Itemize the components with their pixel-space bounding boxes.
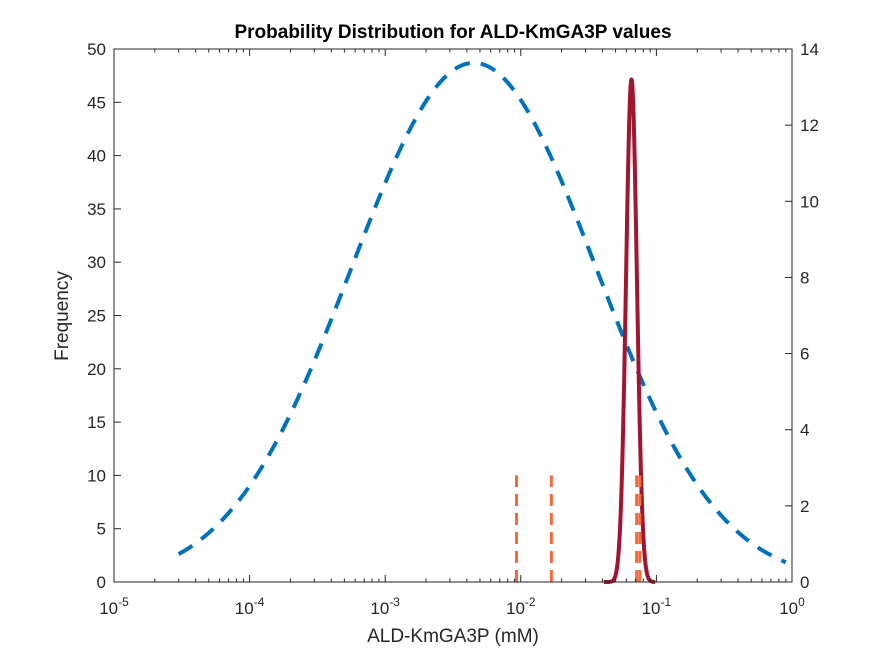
x-tick-label: 10-3: [370, 595, 400, 618]
dashed-distribution-curve: [177, 60, 787, 565]
solid-distribution-curve: [602, 77, 657, 584]
y-left-tick-label: 20: [87, 360, 106, 379]
x-tick-label: 10-4: [235, 595, 265, 618]
y-right-tick-label: 10: [800, 192, 819, 211]
plot-frame: [113, 48, 793, 583]
y-axis-right: 0 2 4 6 8 10 12 14: [785, 40, 819, 592]
y-left-tick-label: 15: [87, 413, 106, 432]
x-tick-label: 100: [779, 595, 805, 618]
y-right-tick-label: 4: [800, 421, 809, 440]
y-left-tick-label: 30: [87, 253, 106, 272]
y-right-tick-label: 12: [800, 116, 819, 135]
y-left-tick-label: 50: [87, 40, 106, 59]
plot-area: [177, 60, 787, 584]
y-left-tick-label: 10: [87, 466, 106, 485]
chart-title: Probability Distribution for ALD-KmGA3P …: [234, 22, 671, 43]
y-right-tick-label: 14: [800, 40, 819, 59]
y-left-tick-label: 35: [87, 200, 106, 219]
y-left-tick-label: 25: [87, 307, 106, 326]
y-left-tick-label: 40: [87, 147, 106, 166]
x-tick-label: 10-1: [642, 595, 672, 618]
y-right-tick-label: 0: [800, 573, 809, 592]
y-left-tick-label: 0: [97, 573, 106, 592]
x-axis: 10-5 10-4 10-3 10-2 10-1 100: [99, 49, 805, 618]
y-right-tick-label: 6: [800, 345, 809, 364]
y-right-tick-label: 2: [800, 497, 809, 516]
y-axis-left: 0 5 10 15 20 25 30 35 40 45 50: [87, 40, 121, 592]
y-left-tick-label: 45: [87, 93, 106, 112]
x-axis-label: ALD-KmGA3P (mM): [367, 626, 539, 647]
x-tick-label: 10-2: [506, 595, 536, 618]
y-axis-label: Frequency: [52, 271, 73, 361]
y-left-tick-label: 5: [97, 520, 106, 539]
y-right-tick-label: 8: [800, 268, 809, 287]
x-tick-label: 10-5: [99, 595, 129, 618]
